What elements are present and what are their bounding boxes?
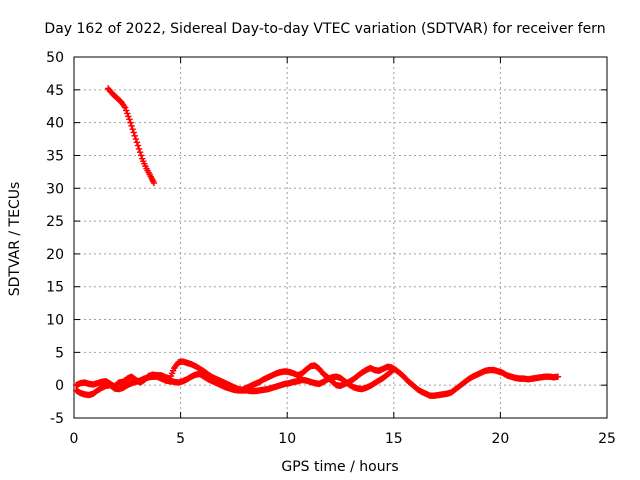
x-tick-label: 5 xyxy=(176,431,185,447)
x-tick-label: 10 xyxy=(278,431,296,447)
data-point-interp xyxy=(123,107,130,114)
data-point-interp xyxy=(131,132,138,139)
y-tick-label: 30 xyxy=(46,181,64,197)
data-point-interp xyxy=(132,135,140,143)
y-tick-label: 35 xyxy=(46,148,64,164)
y-axis-label: SDTVAR / TECUs xyxy=(7,182,23,297)
data-point xyxy=(130,129,137,136)
data-point-interp xyxy=(124,110,131,117)
data-points xyxy=(72,85,562,399)
y-tick-label: 0 xyxy=(55,378,64,394)
grid-lines xyxy=(74,57,607,418)
y-tick-label: -5 xyxy=(50,411,64,427)
x-axis-label: GPS time / hours xyxy=(281,459,398,475)
data-point xyxy=(134,142,142,149)
data-point-interp xyxy=(129,126,136,133)
data-point xyxy=(126,116,133,123)
plot-area-frame xyxy=(73,56,608,419)
data-point-interp xyxy=(137,152,145,159)
x-tick-label: 0 xyxy=(70,431,79,447)
data-point-interp xyxy=(133,139,141,146)
y-tick-label: 50 xyxy=(46,50,64,66)
data-point xyxy=(150,179,158,187)
x-tick-label: 25 xyxy=(598,431,616,447)
x-tick-label: 20 xyxy=(491,431,509,447)
data-point-interp xyxy=(125,113,132,120)
data-point xyxy=(388,368,395,375)
chart-title: Day 162 of 2022, Sidereal Day-to-day VTE… xyxy=(44,21,605,37)
y-tick-label: 40 xyxy=(46,116,64,132)
y-tick-labels: -5 0 5 10 15 20 25 30 35 40 45 50 xyxy=(46,50,64,427)
y-tick-label: 45 xyxy=(46,83,64,99)
data-point-interp xyxy=(135,145,143,153)
y-tick-label: 10 xyxy=(46,313,64,329)
x-tick-labels: 0 5 10 15 20 25 xyxy=(70,431,616,447)
data-point-interp xyxy=(136,148,144,156)
data-point-interp xyxy=(127,119,134,126)
y-tick-label: 25 xyxy=(46,214,64,230)
data-point-interp xyxy=(387,369,394,376)
x-tick-label: 15 xyxy=(385,431,403,447)
y-tick-label: 15 xyxy=(46,280,64,296)
y-tick-label: 5 xyxy=(55,345,64,361)
axis-ticks xyxy=(73,56,608,419)
y-tick-label: 20 xyxy=(46,247,64,263)
data-point xyxy=(121,104,129,111)
data-point xyxy=(554,373,562,380)
data-point-interp xyxy=(128,122,135,130)
